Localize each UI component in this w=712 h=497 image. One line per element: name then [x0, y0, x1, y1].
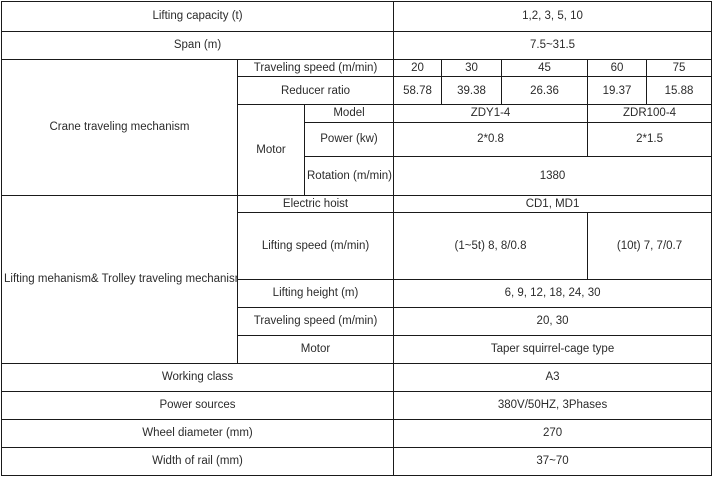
table-row-trolley-motor: Motor Taper squirrel-cage type — [2, 335, 712, 365]
crane-traveling-speed-value-2: 30 — [441, 58, 503, 78]
lifting-height-value: 6, 9, 12, 18, 24, 30 — [393, 279, 712, 309]
subsection-label-crane-motor: Motor — [237, 104, 305, 196]
row-label-power-sources: Power sources — [0, 391, 395, 421]
lifting-speed-value-right: (10t) 7, 7/0.7 — [587, 212, 712, 281]
reducer-ratio-value-2: 39.38 — [441, 76, 503, 106]
crane-traveling-speed-value-3: 45 — [501, 58, 589, 78]
table-row-wheel-diameter: Wheel diameter (mm) 270 — [0, 419, 712, 449]
crane-traveling-speed-value-4: 60 — [587, 58, 648, 78]
row-label-crane-motor-rotation: Rotation (m/min) — [303, 155, 395, 196]
row-label-crane-traveling-speed: Traveling speed (m/min) — [236, 58, 395, 78]
crane-motor-power-value-right: 2*1.5 — [587, 121, 712, 157]
section-label-crane-traveling-mechanism: Crane traveling mechanism — [1, 59, 238, 196]
row-label-trolley-traveling-speed: Traveling speed (m/min) — [236, 307, 395, 337]
row-value-span: 7.5~31.5 — [393, 31, 712, 60]
lifting-speed-value-left: (1~5t) 8, 8/0.8 — [393, 212, 589, 281]
row-label-crane-motor-power: Power (kw) — [303, 121, 395, 157]
row-label-lifting-height: Lifting height (m) — [236, 279, 395, 309]
reducer-ratio-value-3: 26.36 — [501, 76, 589, 106]
row-label-trolley-motor: Motor — [236, 335, 395, 365]
crane-traveling-speed-value-1: 20 — [393, 58, 443, 78]
table-row-span: Span (m) 7.5~31.5 — [0, 31, 712, 60]
row-value-working-class: A3 — [393, 363, 712, 393]
table-row-crane-traveling-speed: Crane traveling mechanism Traveling spee… — [1, 58, 712, 196]
row-label-lifting-capacity: Lifting capacity (t) — [0, 1, 395, 32]
row-label-span: Span (m) — [0, 31, 395, 60]
table-row-crane-motor-model: Motor Model ZDY1-4 ZDR100-4 — [2, 104, 712, 196]
table-row-width-of-rail: Width of rail (mm) 37~70 — [0, 447, 712, 477]
crane-traveling-speed-value-5: 75 — [646, 58, 712, 78]
row-label-width-of-rail: Width of rail (mm) — [0, 447, 395, 477]
row-label-wheel-diameter: Wheel diameter (mm) — [0, 419, 395, 449]
electric-hoist-value: CD1, MD1 — [393, 194, 712, 214]
crane-specification-table: Lifting capacity (t) 1,2, 3, 5, 10 Span … — [0, 1, 712, 477]
reducer-ratio-value-5: 15.88 — [646, 76, 712, 106]
crane-motor-model-value-left: ZDY1-4 — [393, 104, 589, 123]
reducer-ratio-value-4: 19.37 — [587, 76, 648, 106]
crane-motor-model-value-right: ZDR100-4 — [587, 104, 712, 123]
trolley-motor-value: Taper squirrel-cage type — [393, 335, 712, 365]
row-label-electric-hoist: Electric hoist — [236, 194, 395, 214]
section-label-lifting-trolley-mechanism: Lifting mehanism& Trolley traveling mech… — [1, 194, 238, 365]
table-row-lifting-capacity: Lifting capacity (t) 1,2, 3, 5, 10 — [0, 1, 712, 32]
row-label-crane-motor-model: Model — [303, 104, 395, 123]
table-row-lifting-speed: Lifting speed (m/min) (1~5t) 8, 8/0.8 (1… — [2, 212, 712, 281]
reducer-ratio-value-1: 58.78 — [393, 76, 443, 106]
row-label-reducer-ratio: Reducer ratio — [236, 76, 395, 106]
trolley-traveling-speed-value: 20, 30 — [393, 307, 712, 337]
crane-motor-rotation-value: 1380 — [393, 155, 712, 196]
row-label-lifting-speed: Lifting speed (m/min) — [236, 212, 395, 281]
row-label-working-class: Working class — [0, 363, 395, 393]
table-row-crane-motor-power: Power (kw) 2*0.8 2*1.5 — [2, 121, 712, 157]
row-value-wheel-diameter: 270 — [393, 419, 712, 449]
table-row-power-sources: Power sources 380V/50HZ, 3Phases — [0, 391, 712, 421]
crane-motor-power-value-left: 2*0.8 — [393, 121, 589, 157]
table-row-crane-motor-rotation: Rotation (m/min) 1380 — [2, 155, 712, 196]
table-row-electric-hoist: Lifting mehanism& Trolley traveling mech… — [1, 194, 712, 365]
row-value-width-of-rail: 37~70 — [393, 447, 712, 477]
table-row-working-class: Working class A3 — [0, 363, 712, 393]
row-value-power-sources: 380V/50HZ, 3Phases — [393, 391, 712, 421]
row-value-lifting-capacity: 1,2, 3, 5, 10 — [393, 1, 712, 32]
table-row-trolley-traveling-speed: Traveling speed (m/min) 20, 30 — [2, 307, 712, 337]
table-row-reducer-ratio: Reducer ratio 58.78 39.38 26.36 19.37 15… — [2, 76, 712, 106]
